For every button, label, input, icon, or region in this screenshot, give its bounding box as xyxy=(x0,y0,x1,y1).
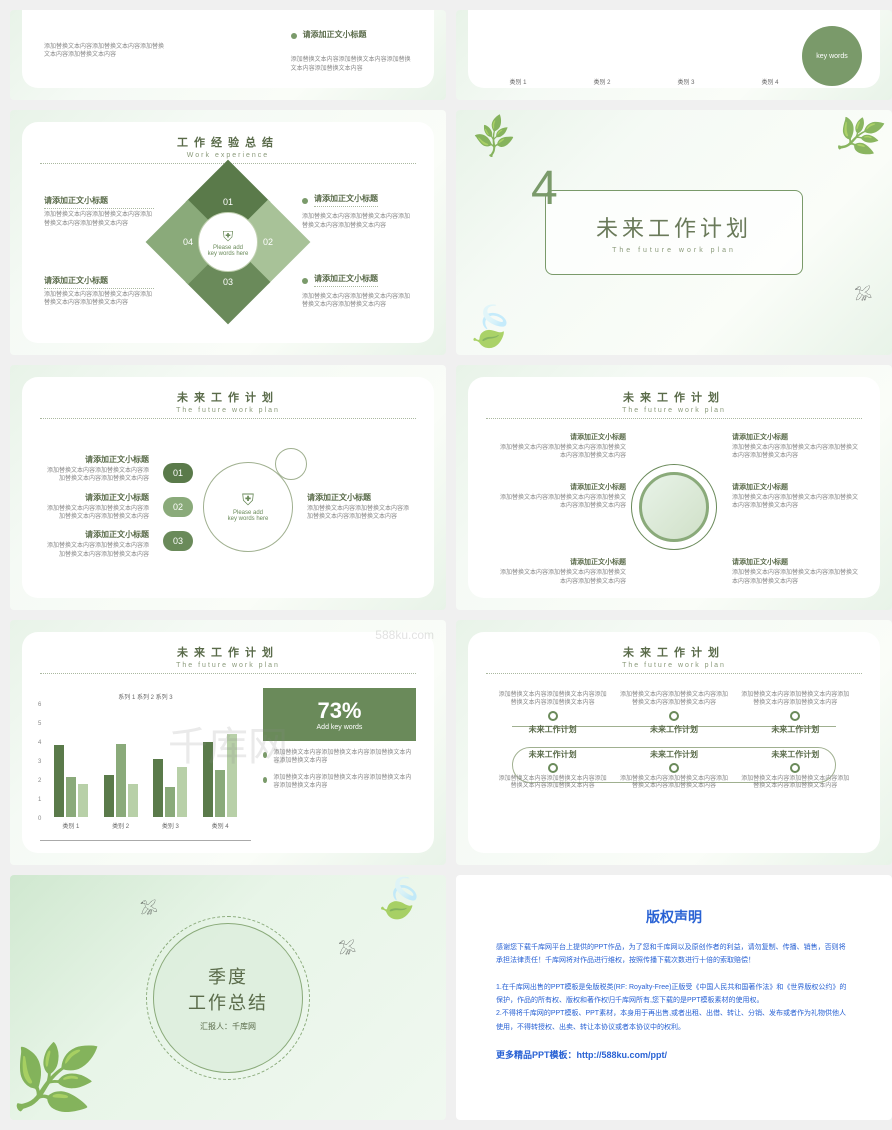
watermark-url: 588ku.com xyxy=(375,628,434,642)
copyright-title: 版权声明 xyxy=(496,907,852,927)
percent-box: 73% Add key words xyxy=(263,688,416,741)
cover-circle: 季度工作总结 汇报人：千库网 xyxy=(153,923,303,1073)
slide-section-4: 🌿 🌿 🍃 𓅮 4 未来工作计划 The future work plan xyxy=(456,110,892,355)
timeline-row-2: 未来工作计划添加替换文本内容添加替换文本内容添加替换文本内容添加替换文本内容 未… xyxy=(492,749,856,792)
shield-icon: ⛨ xyxy=(223,228,234,245)
bar xyxy=(78,784,88,817)
bullet-dot xyxy=(291,33,297,39)
y-axis: 6543210 xyxy=(38,702,41,822)
section-title-box: 4 未来工作计划 The future work plan xyxy=(545,190,803,275)
section-subtitle: The future work plan xyxy=(596,247,752,254)
keyword-circle: key words xyxy=(802,26,862,86)
bar xyxy=(128,784,138,817)
presenter: 汇报人：千库网 xyxy=(200,1021,256,1032)
timeline-row-1: 添加替换文本内容添加替换文本内容添加替换文本内容添加替换文本内容未来工作计划 添… xyxy=(492,692,856,735)
bar xyxy=(153,759,163,817)
bar xyxy=(54,745,64,817)
slide-plan-hub: 未来工作计划 The future work plan 请添加正文小标题添加替换… xyxy=(456,365,892,610)
bar xyxy=(177,767,187,817)
slide-chart: 千库网 588ku.com 未来工作计划 The future work pla… xyxy=(10,620,446,865)
bar xyxy=(66,777,76,817)
hub-diagram: 请添加正文小标题添加替换文本内容添加替换文本内容添加替换文本内容添加替换文本内容… xyxy=(486,427,862,586)
placeholder-text: 添加替换文本内容添加替换文本内容添加替换文本内容添加替换文本内容 xyxy=(44,43,165,60)
center-circle: ⛨ Please add key words here xyxy=(203,462,293,552)
slide-plan-list: 未来工作计划 The future work plan 请添加正文小标题添加替换… xyxy=(10,365,446,610)
slide-cover: 🌿 🍃 𓅮 𓅮 季度工作总结 汇报人：千库网 xyxy=(10,875,446,1120)
shield-icon: ⛨ xyxy=(242,492,254,510)
chart-legend: 系列 1 系列 2 系列 3 xyxy=(46,692,245,701)
slide-copyright: 版权声明 感谢您下载千库网平台上提供的PPT作品，为了您和千库网以及原创作者的利… xyxy=(456,875,892,1120)
bar xyxy=(165,787,175,817)
bar xyxy=(116,744,126,817)
hub-center xyxy=(639,472,709,542)
center-circle: ⛨ Please add key words here xyxy=(198,212,258,272)
slide-partial-right: 类别 1 类别 2 类别 3 类别 4 key words xyxy=(456,10,892,100)
bar xyxy=(104,775,114,817)
slide-title: 工作经验总结 xyxy=(40,134,416,150)
section-title: 未来工作计划 xyxy=(596,211,752,243)
copyright-more-link[interactable]: 更多精品PPT模板：http://588ku.com/ppt/ xyxy=(496,1048,852,1061)
copyright-para: 感谢您下载千库网平台上提供的PPT作品，为了您和千库网以及原创作者的利益，请勿复… xyxy=(496,941,852,968)
bar xyxy=(227,734,237,817)
bar xyxy=(203,742,213,817)
slide-work-experience: 工作经验总结 Work experience 请添加正文小标题添加替换文本内容添… xyxy=(10,110,446,355)
diamond-diagram: 01 02 03 04 ⛨ Please add key words here xyxy=(158,172,298,312)
slide-timeline: 未来工作计划 The future work plan 添加替换文本内容添加替换… xyxy=(456,620,892,865)
slide-partial-left: 添加替换文本内容添加替换文本内容添加替换文本内容添加替换文本内容 请添加正文小标… xyxy=(10,10,446,100)
bar xyxy=(215,770,225,817)
section-number: 4 xyxy=(531,161,558,216)
copyright-para: 2.不得将千库网的PPT模板、PPT素材，本身用于再出售,或者出租、出借、转让、… xyxy=(496,1007,852,1034)
copyright-para: 1.在千库网出售的PPT模板是免版税类(RF: Royalty-Free)正版受… xyxy=(496,981,852,1008)
bar-chart: 6543210 系列 1 系列 2 系列 3 类别 1 类别 2 类别 3 类别… xyxy=(40,682,251,841)
slide-grid: 添加替换文本内容添加替换文本内容添加替换文本内容添加替换文本内容 请添加正文小标… xyxy=(10,10,882,1120)
